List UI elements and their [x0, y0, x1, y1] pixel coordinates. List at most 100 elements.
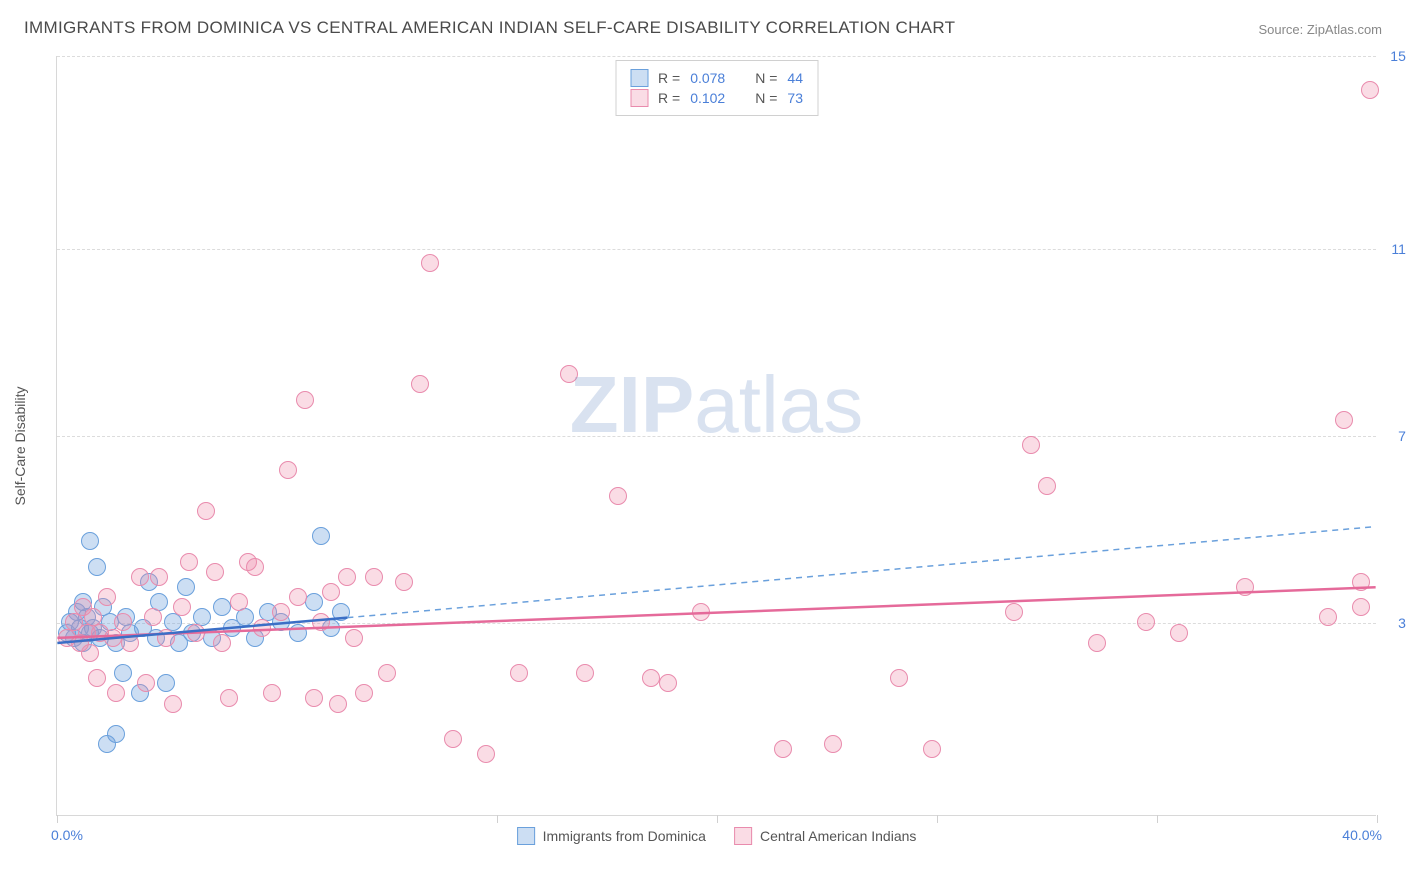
data-point [1170, 624, 1188, 642]
data-point [137, 674, 155, 692]
data-point [659, 674, 677, 692]
legend-series: Immigrants from Dominica Central America… [517, 827, 917, 845]
data-point [253, 619, 271, 637]
data-point [107, 684, 125, 702]
data-point [560, 365, 578, 383]
data-point [510, 664, 528, 682]
data-point [206, 563, 224, 581]
data-point [230, 593, 248, 611]
swatch-series-2 [630, 89, 648, 107]
data-point [121, 634, 139, 652]
data-point [1088, 634, 1106, 652]
data-point [279, 461, 297, 479]
legend-item-2: Central American Indians [734, 827, 916, 845]
data-point [477, 745, 495, 763]
data-point [345, 629, 363, 647]
data-point [305, 689, 323, 707]
data-point [332, 603, 350, 621]
data-point [173, 598, 191, 616]
data-point [263, 684, 281, 702]
data-point [81, 532, 99, 550]
data-point [1335, 411, 1353, 429]
x-tick [57, 815, 58, 823]
data-point [642, 669, 660, 687]
swatch-series-2b [734, 827, 752, 845]
source-label: Source: ZipAtlas.com [1258, 22, 1382, 37]
data-point [395, 573, 413, 591]
data-point [114, 664, 132, 682]
x-tick [1157, 815, 1158, 823]
y-tick-label: 3.8% [1398, 615, 1406, 631]
x-tick [497, 815, 498, 823]
x-axis-max-label: 40.0% [1342, 827, 1382, 843]
data-point [164, 695, 182, 713]
data-point [88, 558, 106, 576]
r-value-2: 0.102 [690, 90, 725, 106]
gridline [57, 436, 1376, 437]
watermark: ZIPatlas [570, 359, 863, 451]
data-point [289, 588, 307, 606]
data-point [378, 664, 396, 682]
data-point [1236, 578, 1254, 596]
data-point [1352, 598, 1370, 616]
x-tick [937, 815, 938, 823]
data-point [1022, 436, 1040, 454]
data-point [144, 608, 162, 626]
data-point [220, 689, 238, 707]
data-point [213, 634, 231, 652]
x-tick [1377, 815, 1378, 823]
data-point [322, 583, 340, 601]
data-point [692, 603, 710, 621]
data-point [305, 593, 323, 611]
x-tick [717, 815, 718, 823]
data-point [1319, 608, 1337, 626]
data-point [1005, 603, 1023, 621]
y-tick-label: 11.2% [1391, 241, 1406, 257]
data-point [365, 568, 383, 586]
data-point [157, 629, 175, 647]
data-point [289, 624, 307, 642]
legend-stats: R = 0.078 N = 44 R = 0.102 N = 73 [615, 60, 818, 116]
data-point [88, 669, 106, 687]
data-point [104, 629, 122, 647]
y-tick-label: 7.5% [1398, 428, 1406, 444]
data-point [187, 624, 205, 642]
data-point [246, 558, 264, 576]
data-point [411, 375, 429, 393]
chart-title: IMMIGRANTS FROM DOMINICA VS CENTRAL AMER… [24, 18, 955, 38]
data-point [329, 695, 347, 713]
swatch-series-1 [630, 69, 648, 87]
data-point [923, 740, 941, 758]
data-point [131, 568, 149, 586]
data-point [609, 487, 627, 505]
plot-area: ZIPatlas R = 0.078 N = 44 R = 0.102 N = … [56, 56, 1376, 816]
data-point [444, 730, 462, 748]
data-point [312, 527, 330, 545]
data-point [824, 735, 842, 753]
data-point [774, 740, 792, 758]
n-value-1: 44 [787, 70, 803, 86]
n-value-2: 73 [787, 90, 803, 106]
data-point [1361, 81, 1379, 99]
legend-stat-row-1: R = 0.078 N = 44 [630, 69, 803, 87]
data-point [296, 391, 314, 409]
swatch-series-1b [517, 827, 535, 845]
legend-stat-row-2: R = 0.102 N = 73 [630, 89, 803, 107]
data-point [213, 598, 231, 616]
data-point [197, 502, 215, 520]
data-point [312, 613, 330, 631]
data-point [1137, 613, 1155, 631]
y-tick-label: 15.0% [1390, 48, 1406, 64]
data-point [355, 684, 373, 702]
r-value-1: 0.078 [690, 70, 725, 86]
data-point [81, 644, 99, 662]
data-point [98, 588, 116, 606]
data-point [576, 664, 594, 682]
data-point [338, 568, 356, 586]
data-point [180, 553, 198, 571]
gridline [57, 56, 1376, 57]
data-point [107, 725, 125, 743]
data-point [1352, 573, 1370, 591]
x-axis-min-label: 0.0% [51, 827, 83, 843]
data-point [1038, 477, 1056, 495]
